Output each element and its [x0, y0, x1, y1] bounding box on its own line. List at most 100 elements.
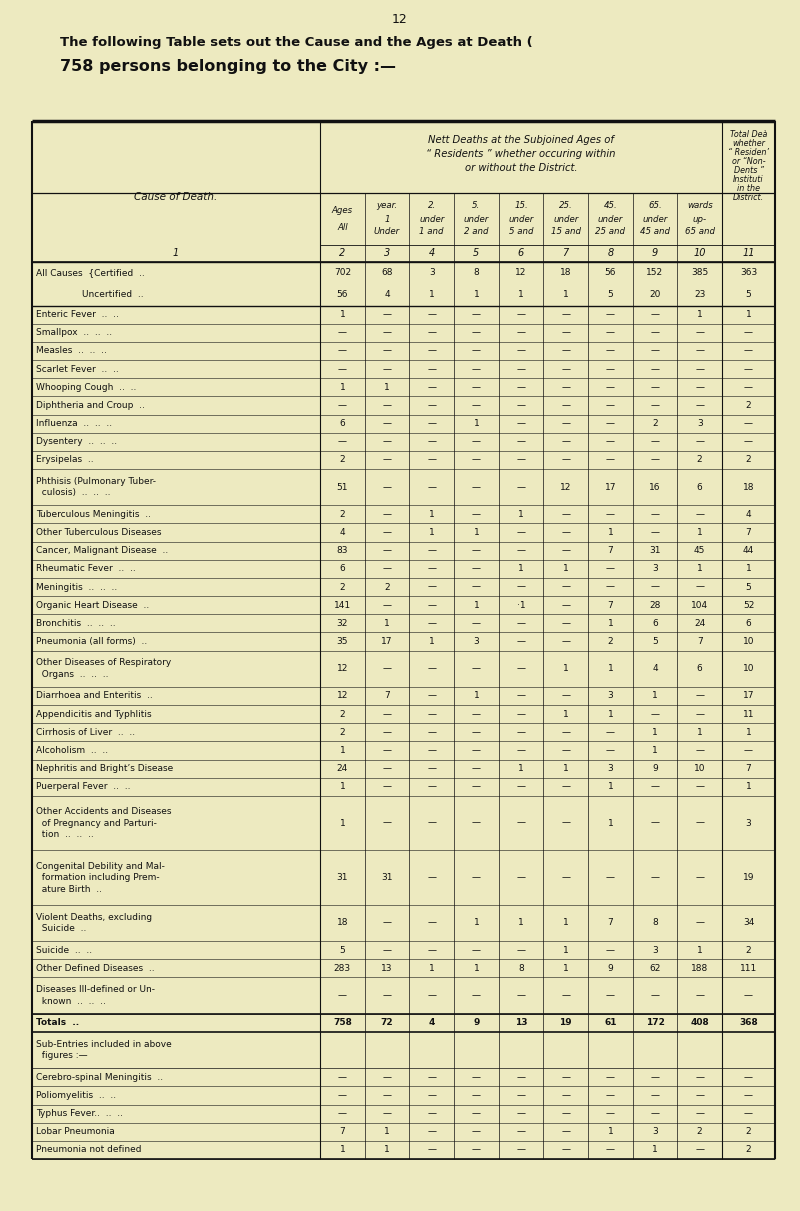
- Text: —: —: [561, 1127, 570, 1136]
- Text: —: —: [561, 528, 570, 536]
- Text: 4: 4: [429, 248, 434, 258]
- Text: —: —: [744, 328, 753, 338]
- Text: 7: 7: [607, 601, 614, 609]
- Text: —: —: [606, 346, 615, 356]
- Text: —: —: [561, 419, 570, 429]
- Text: 104: 104: [691, 601, 708, 609]
- Text: —: —: [382, 564, 391, 573]
- Text: —: —: [517, 746, 526, 754]
- Text: —: —: [382, 346, 391, 356]
- Text: —: —: [472, 1109, 481, 1118]
- Text: Influenza  ..  ..  ..: Influenza .. .. ..: [36, 419, 112, 429]
- Text: under: under: [553, 214, 578, 224]
- Text: 15.: 15.: [514, 201, 528, 211]
- Text: —: —: [695, 365, 704, 374]
- Text: 31: 31: [382, 873, 393, 882]
- Text: —: —: [695, 991, 704, 1000]
- Text: tion  ..  ..  ..: tion .. .. ..: [36, 830, 94, 839]
- Text: —: —: [744, 1109, 753, 1118]
- Text: 8: 8: [474, 269, 479, 277]
- Text: 12: 12: [560, 483, 571, 492]
- Text: Appendicitis and Typhlitis: Appendicitis and Typhlitis: [36, 710, 152, 718]
- Text: —: —: [650, 365, 659, 374]
- Text: 15 and: 15 and: [550, 228, 581, 236]
- Text: in the: in the: [737, 184, 760, 193]
- Text: —: —: [427, 401, 436, 411]
- Text: 7: 7: [746, 764, 751, 773]
- Text: 6: 6: [697, 483, 702, 492]
- Text: Cancer, Malignant Disease  ..: Cancer, Malignant Disease ..: [36, 546, 168, 555]
- Text: wards: wards: [686, 201, 713, 211]
- Text: 45 and: 45 and: [640, 228, 670, 236]
- Text: —: —: [695, 510, 704, 518]
- Text: 1: 1: [562, 764, 569, 773]
- Text: —: —: [517, 1127, 526, 1136]
- Text: 1: 1: [518, 510, 524, 518]
- Text: —: —: [427, 365, 436, 374]
- Text: 19: 19: [742, 873, 754, 882]
- Text: —: —: [561, 1073, 570, 1081]
- Text: 2: 2: [384, 582, 390, 591]
- Text: 283: 283: [334, 964, 351, 972]
- Text: 1: 1: [474, 291, 479, 299]
- Text: 18: 18: [560, 269, 571, 277]
- Text: 1: 1: [746, 782, 751, 791]
- Text: —: —: [427, 419, 436, 429]
- Text: culosis)  ..  ..  ..: culosis) .. .. ..: [36, 488, 110, 498]
- Text: 2: 2: [339, 728, 345, 736]
- Text: 1 and: 1 and: [419, 228, 444, 236]
- Text: —: —: [517, 991, 526, 1000]
- Text: —: —: [517, 455, 526, 465]
- Text: —: —: [561, 328, 570, 338]
- Text: 10: 10: [694, 248, 706, 258]
- Text: —: —: [650, 455, 659, 465]
- Text: —: —: [561, 383, 570, 392]
- Text: 2: 2: [339, 248, 346, 258]
- Text: Smallpox  ..  ..  ..: Smallpox .. .. ..: [36, 328, 112, 338]
- Text: —: —: [650, 328, 659, 338]
- Text: 20: 20: [650, 291, 661, 299]
- Text: 2: 2: [339, 455, 345, 465]
- Text: —: —: [561, 401, 570, 411]
- Text: —: —: [382, 546, 391, 555]
- Text: —: —: [561, 819, 570, 827]
- Text: —: —: [606, 746, 615, 754]
- Text: —: —: [517, 1109, 526, 1118]
- Text: —: —: [427, 782, 436, 791]
- Text: —: —: [650, 1109, 659, 1118]
- Text: —: —: [517, 946, 526, 954]
- Text: figures :—: figures :—: [36, 1051, 88, 1061]
- Text: 1: 1: [429, 291, 434, 299]
- Text: —: —: [606, 582, 615, 591]
- Text: 1: 1: [562, 291, 569, 299]
- Text: —: —: [427, 328, 436, 338]
- Text: 24: 24: [337, 764, 348, 773]
- Text: 5 and: 5 and: [509, 228, 534, 236]
- Text: —: —: [695, 1073, 704, 1081]
- Text: —: —: [472, 346, 481, 356]
- Text: Violent Deaths, excluding: Violent Deaths, excluding: [36, 913, 152, 922]
- Text: 5: 5: [607, 291, 614, 299]
- Text: —: —: [517, 665, 526, 673]
- Text: —: —: [382, 328, 391, 338]
- Text: 45.: 45.: [603, 201, 618, 211]
- Text: —: —: [517, 637, 526, 645]
- Text: —: —: [427, 1073, 436, 1081]
- Text: “ Residen’: “ Residen’: [728, 148, 769, 157]
- Text: 11: 11: [742, 710, 754, 718]
- Text: 1: 1: [429, 528, 434, 536]
- Text: —: —: [695, 782, 704, 791]
- Text: Bronchitis  ..  ..  ..: Bronchitis .. .. ..: [36, 619, 116, 627]
- Text: —: —: [427, 619, 436, 627]
- Text: —: —: [561, 1146, 570, 1154]
- Text: 7: 7: [384, 691, 390, 700]
- Text: 1: 1: [562, 918, 569, 928]
- Text: 1: 1: [607, 782, 614, 791]
- Text: —: —: [650, 310, 659, 320]
- Text: 408: 408: [690, 1018, 709, 1027]
- Text: 1: 1: [384, 1146, 390, 1154]
- Text: 23: 23: [694, 291, 706, 299]
- Text: The following Table sets out the Cause and the Ages at Death (: The following Table sets out the Cause a…: [60, 36, 533, 48]
- Text: —: —: [606, 564, 615, 573]
- Text: —: —: [695, 819, 704, 827]
